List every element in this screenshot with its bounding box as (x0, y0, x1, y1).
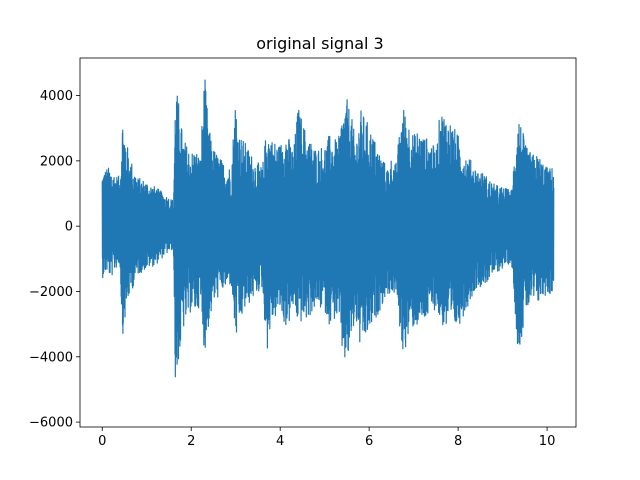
plot-frame (79, 57, 577, 428)
x-tick-label: 10 (539, 434, 556, 449)
x-tick-label: 2 (187, 434, 195, 449)
y-tick-label: −4000 (29, 350, 73, 365)
y-tick-label: 0 (65, 220, 73, 235)
y-tick-label: −6000 (29, 416, 73, 431)
y-tick-label: −2000 (29, 285, 73, 300)
x-tick-label: 6 (365, 434, 373, 449)
x-tick-label: 0 (98, 434, 106, 449)
signal-series (101, 79, 555, 378)
x-tick-label: 8 (454, 434, 462, 449)
x-tick-label: 4 (276, 434, 284, 449)
signal-line (101, 79, 555, 378)
chart-title: original signal 3 (256, 34, 383, 53)
y-tick-label: 2000 (40, 154, 73, 169)
y-tick-label: 4000 (40, 89, 73, 104)
axes: 0 2 4 6 8 10 −6000 −4000 −2000 0 2000 4000 (29, 57, 577, 449)
